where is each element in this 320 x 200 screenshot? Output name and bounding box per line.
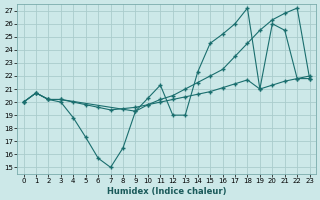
X-axis label: Humidex (Indice chaleur): Humidex (Indice chaleur) <box>107 187 226 196</box>
